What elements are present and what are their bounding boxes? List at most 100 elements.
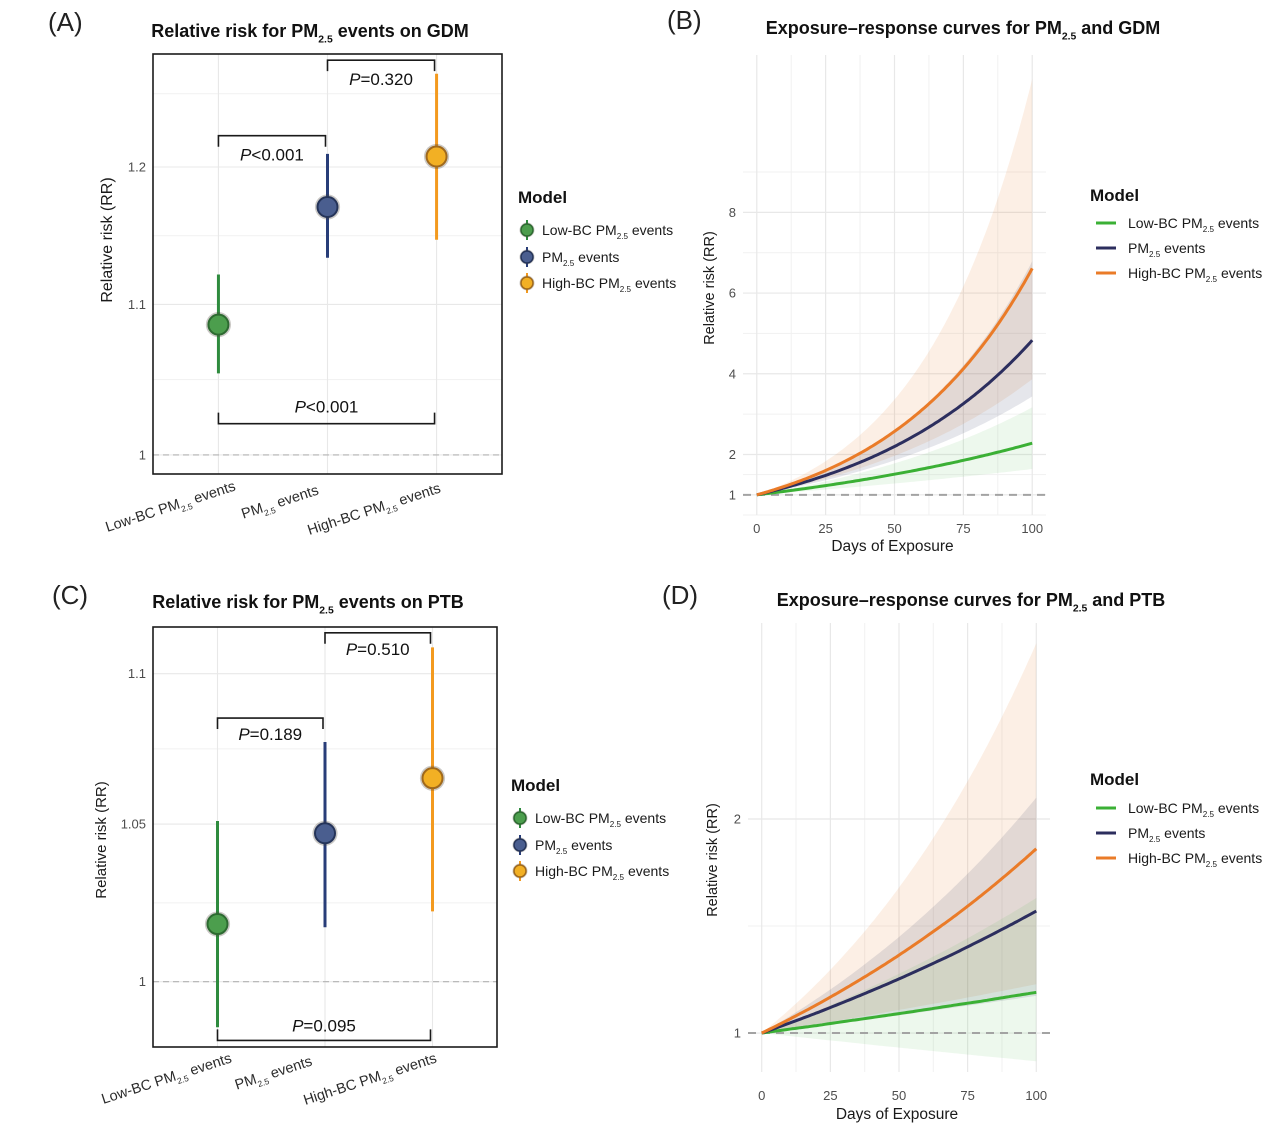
x-tick-label: 50 xyxy=(892,1088,906,1103)
y-tick-label: 6 xyxy=(729,286,736,301)
ci-band xyxy=(756,407,1033,495)
p-value-label: P=0.510 xyxy=(346,640,410,659)
legend-key-icon xyxy=(519,220,535,240)
comparison-bracket xyxy=(217,412,436,425)
x-tick-label: PM2.5 events xyxy=(240,483,322,525)
plot-area: P<0.001 P=0.320 P<0.001 xyxy=(152,53,503,475)
panel-border xyxy=(152,626,498,1048)
legend-item: PM2.5 events xyxy=(1096,825,1205,844)
panel-label: (C) xyxy=(52,580,88,610)
ci-band xyxy=(761,797,1037,1033)
x-tick-label: High-BC PM2.5 events xyxy=(302,1051,440,1111)
point-range xyxy=(205,274,232,374)
panel-label: (B) xyxy=(667,5,702,35)
y-tick-label: 1.05 xyxy=(121,817,146,832)
point-range xyxy=(314,153,341,258)
y-tick-label: 1.1 xyxy=(128,666,146,681)
y-axis-title: Relative risk (RR) xyxy=(705,803,721,917)
point-marker xyxy=(206,913,229,936)
legend-item: Low-BC PM2.5 events xyxy=(512,808,666,829)
legend-item: Low-BC PM2.5 events xyxy=(1096,215,1259,234)
legend-item: Low-BC PM2.5 events xyxy=(519,220,673,241)
comparison-bracket xyxy=(324,631,432,644)
p-value-label: P<0.001 xyxy=(295,398,359,417)
y-tick-label: 1.1 xyxy=(128,297,146,312)
x-tick-label: 25 xyxy=(818,521,832,536)
panel-c: P=0.189 P=0.510 P=0.095 1 1.05 1.1 Low-BC PM2.… xyxy=(52,580,669,1111)
y-tick-label: 8 xyxy=(729,205,736,220)
legend-label: High-BC PM2.5 events xyxy=(535,863,669,882)
x-tick-label: 100 xyxy=(1021,521,1043,536)
point-marker xyxy=(316,195,339,218)
legend-key-icon xyxy=(519,247,535,267)
x-tick-label: 75 xyxy=(960,1088,974,1103)
comparison-bracket xyxy=(217,134,327,147)
y-tick-label: 2 xyxy=(734,812,741,827)
x-tick-label: Low-BC PM2.5 events xyxy=(100,1051,235,1110)
chart-title: Relative risk for PM2.5 events on GDM xyxy=(151,21,469,45)
point-marker xyxy=(207,313,230,336)
y-tick-label: 1 xyxy=(729,487,736,502)
x-tick-label: 0 xyxy=(758,1088,765,1103)
legend-title: Model xyxy=(1090,770,1139,789)
legend-label: PM2.5 events xyxy=(1128,825,1205,844)
legend-label: Low-BC PM2.5 events xyxy=(1128,215,1259,234)
point-range xyxy=(204,820,231,1028)
legend-label: Low-BC PM2.5 events xyxy=(535,810,666,829)
x-tick-label: 75 xyxy=(956,521,970,536)
legend-title: Model xyxy=(518,188,567,207)
legend-item: High-BC PM2.5 events xyxy=(519,273,676,294)
legend-key-icon xyxy=(519,273,535,293)
point-marker xyxy=(314,822,336,845)
legend-item: PM2.5 events xyxy=(1096,240,1205,259)
point-range xyxy=(312,741,338,928)
legend-item: PM2.5 events xyxy=(512,835,612,856)
x-tick-label: 25 xyxy=(823,1088,837,1103)
comparison-bracket xyxy=(216,1029,432,1042)
chart-title: Exposure–response curves for PM2.5 and P… xyxy=(777,590,1166,614)
x-axis-title: Days of Exposure xyxy=(836,1106,958,1123)
legend-key-point xyxy=(513,811,527,825)
point-marker xyxy=(425,145,448,168)
plot-area: P=0.189 P=0.510 P=0.095 xyxy=(152,626,498,1048)
legend: Low-BC PM2.5 events PM2.5 events High-BC P… xyxy=(512,808,669,882)
legend: Low-BC PM2.5 events PM2.5 events High-BC P… xyxy=(519,220,676,294)
legend-item: Low-BC PM2.5 events xyxy=(1096,800,1259,819)
point-range xyxy=(423,73,450,240)
y-tick-label: 4 xyxy=(729,366,736,381)
plot-area xyxy=(748,623,1050,1072)
p-value-label: P=0.189 xyxy=(238,725,302,744)
legend-item: High-BC PM2.5 events xyxy=(512,861,669,882)
comparison-bracket xyxy=(216,717,324,730)
legend-title: Model xyxy=(1090,186,1139,205)
legend-key-icon xyxy=(512,861,528,881)
y-axis-title: Relative risk (RR) xyxy=(702,231,718,345)
legend-label: High-BC PM2.5 events xyxy=(542,275,676,294)
legend-label: PM2.5 events xyxy=(542,249,619,268)
y-tick-label: 1 xyxy=(734,1026,741,1041)
y-tick-label: 1 xyxy=(139,974,146,989)
ci-band xyxy=(761,643,1037,1033)
legend-item: PM2.5 events xyxy=(519,247,619,268)
point-marker xyxy=(421,767,444,790)
panel-a: P<0.001 P=0.320 P<0.001 1 1.1 1.2 Low-BC PM2.5… xyxy=(48,7,676,539)
panel-label: (D) xyxy=(662,580,698,610)
panel-border xyxy=(152,53,503,475)
x-tick-label: 100 xyxy=(1025,1088,1047,1103)
legend-label: High-BC PM2.5 events xyxy=(1128,265,1262,284)
comparison-bracket xyxy=(326,59,436,72)
x-tick-label: 0 xyxy=(753,521,760,536)
series-line xyxy=(761,847,1038,1035)
legend-title: Model xyxy=(511,776,560,795)
panel-label: (A) xyxy=(48,7,83,37)
point-range xyxy=(419,647,446,912)
y-axis-title: Relative risk (RR) xyxy=(99,177,116,302)
p-value-label: P<0.001 xyxy=(240,146,304,165)
legend-label: PM2.5 events xyxy=(535,837,612,856)
p-value-label: P=0.095 xyxy=(292,1016,356,1035)
legend-label: Low-BC PM2.5 events xyxy=(542,222,673,241)
legend-key-point xyxy=(513,838,527,852)
legend-key-point xyxy=(520,276,534,290)
